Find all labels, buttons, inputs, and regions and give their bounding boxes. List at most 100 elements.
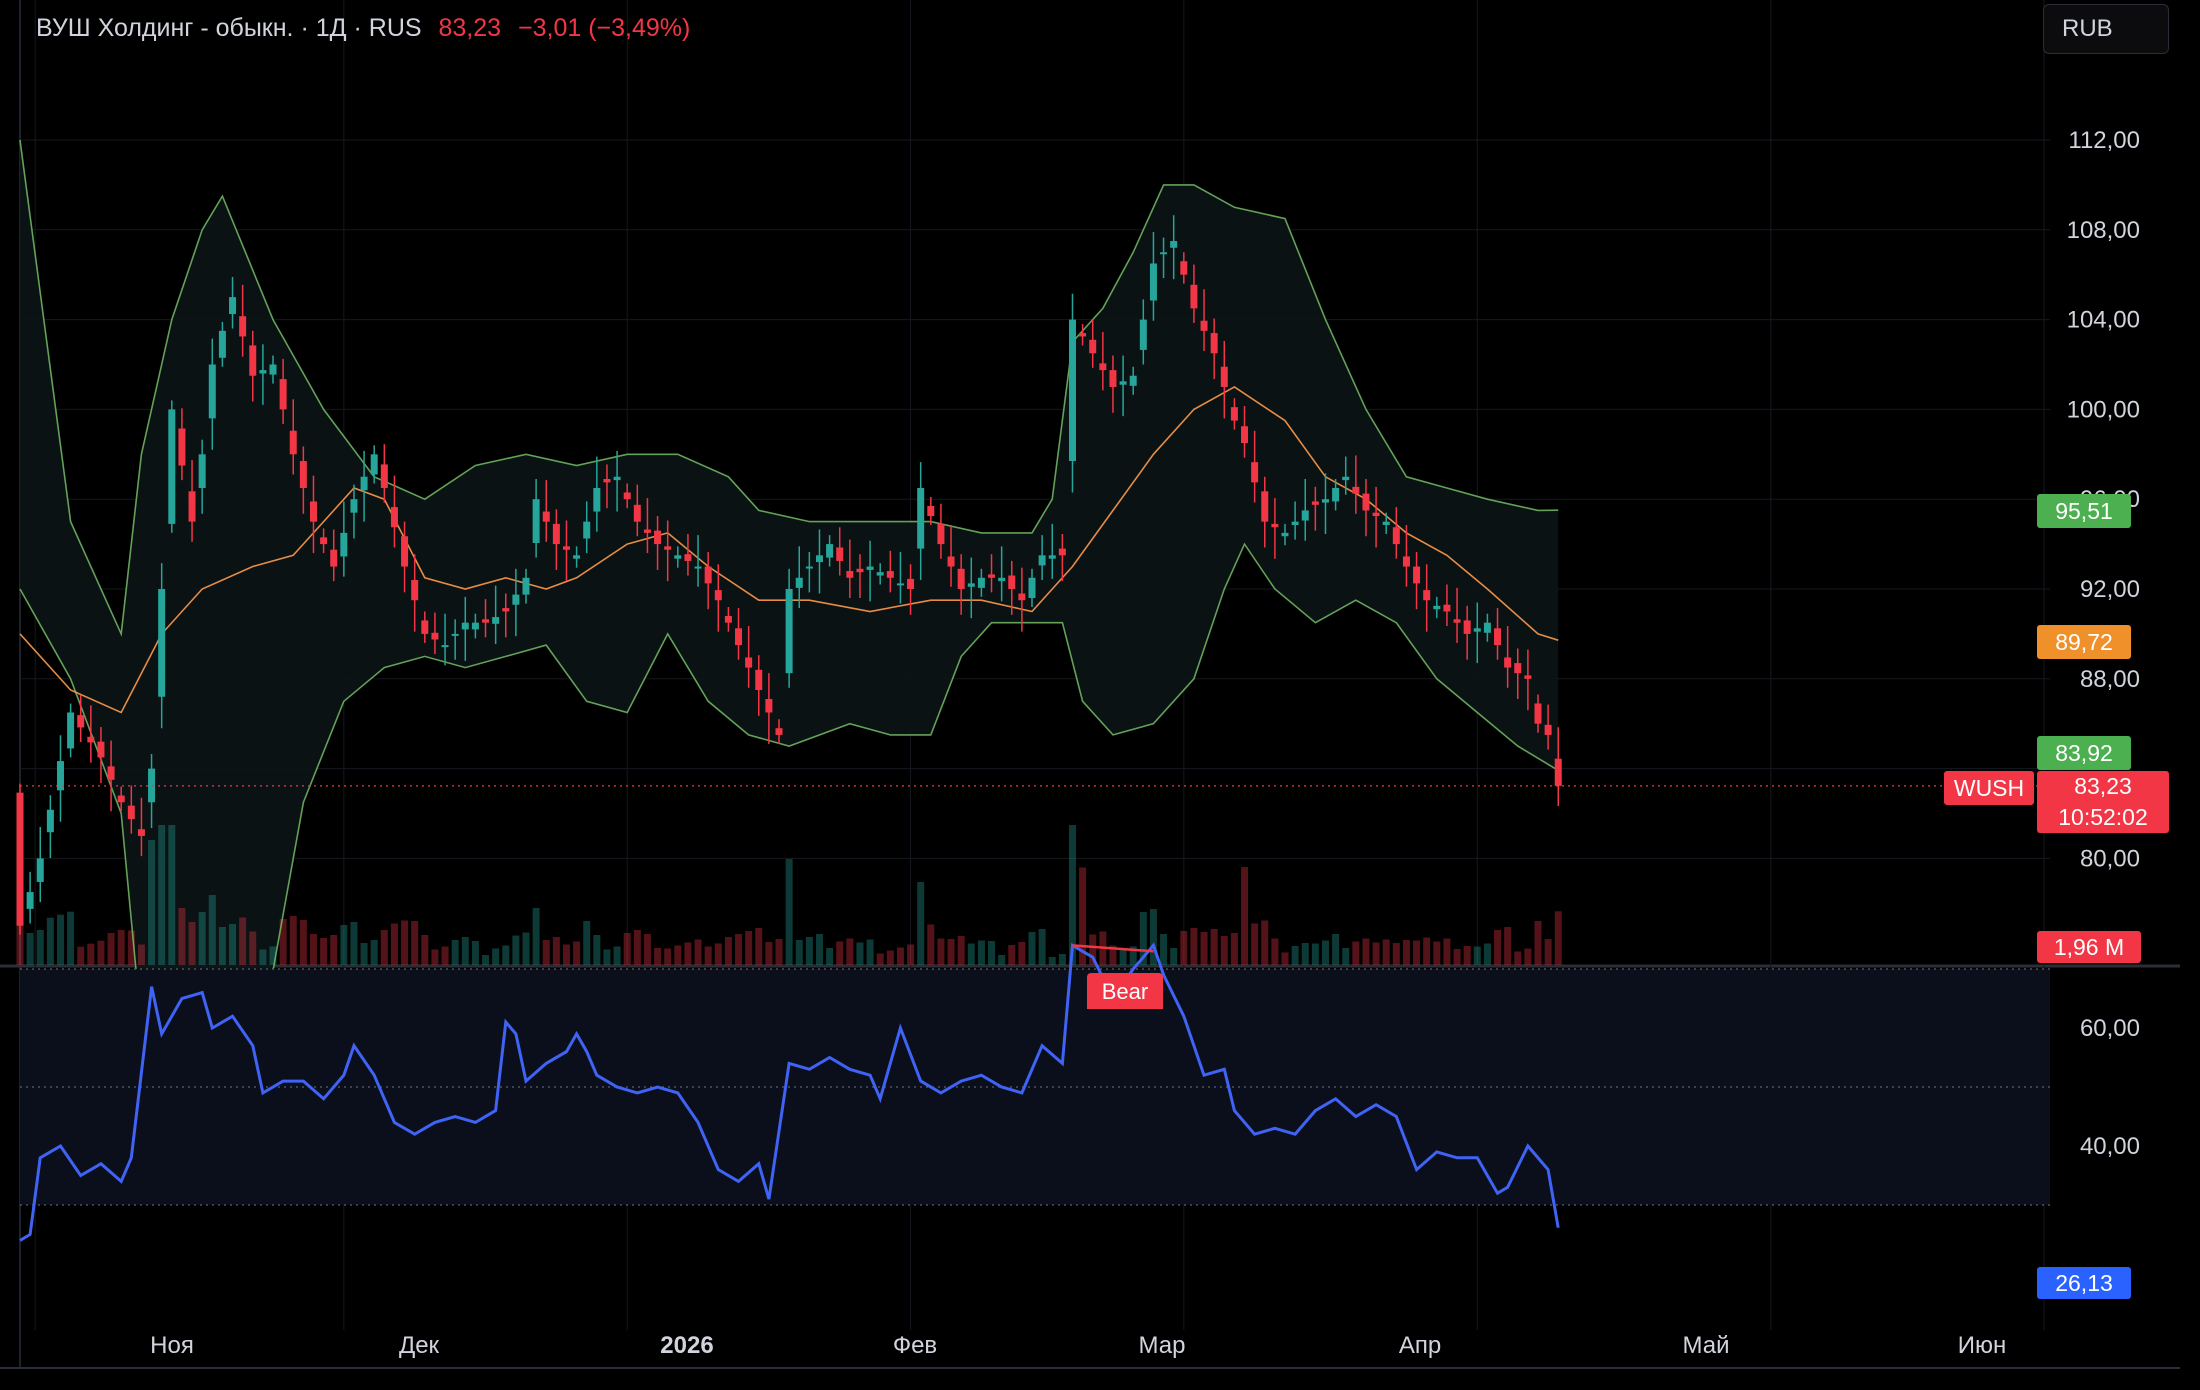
volume-bar <box>846 938 854 965</box>
volume-bar <box>1301 943 1309 965</box>
candle-body <box>1423 590 1431 601</box>
volume-bar <box>1180 931 1188 965</box>
time-axis-label: Дек <box>399 1332 440 1359</box>
candle-body <box>623 492 631 500</box>
volume-bar <box>188 922 196 965</box>
volume-bar <box>613 946 621 965</box>
rsi-value-tag: 26,13 <box>2037 1267 2131 1299</box>
volume-bar <box>947 939 955 965</box>
candle-body <box>1230 407 1238 421</box>
volume-bar <box>896 947 904 965</box>
candle-body <box>664 546 672 550</box>
candle-body <box>1261 491 1269 522</box>
candle-body <box>1362 493 1370 511</box>
volume-bar <box>552 937 560 965</box>
candle-body <box>1352 486 1360 494</box>
volume-bar <box>562 944 570 965</box>
volume-bar <box>1200 932 1208 965</box>
candle-body <box>431 632 439 640</box>
volume-bar <box>1109 945 1117 965</box>
candle-body <box>562 546 570 550</box>
candle-body <box>1068 319 1076 462</box>
candle-body <box>917 487 925 549</box>
candle-body <box>977 577 985 588</box>
volume-bar <box>340 925 348 965</box>
volume-bar <box>1494 930 1502 965</box>
volume-bar <box>623 933 631 965</box>
volume-bar <box>1473 946 1481 965</box>
candle-body <box>492 617 500 624</box>
candle-body <box>168 409 176 524</box>
candle-body <box>178 428 186 466</box>
volume-bar <box>1453 949 1461 965</box>
candle-body <box>1554 758 1562 786</box>
volume-bar <box>461 937 469 965</box>
candle-body <box>927 505 935 517</box>
volume-bar <box>704 946 712 965</box>
volume-bar <box>36 930 44 965</box>
volume-bar <box>805 937 813 965</box>
volume-bar <box>218 927 226 965</box>
volume-bar <box>1190 928 1198 965</box>
candle-body <box>866 566 874 570</box>
volume-bar <box>137 944 145 965</box>
bb-upper-line <box>19 139 1559 637</box>
volume-bar <box>836 941 844 965</box>
volume-bar <box>1048 957 1056 965</box>
candle-body <box>998 577 1006 582</box>
price-tick-label: 108,00 <box>2067 217 2140 244</box>
volume-bar <box>907 944 915 965</box>
candle-body <box>198 454 206 488</box>
candle-body <box>1443 604 1451 612</box>
volume-bar <box>1524 948 1532 965</box>
volume-bar <box>815 934 823 965</box>
volume-bar <box>320 938 328 965</box>
candle-body <box>370 454 378 475</box>
last-price-tag: 83,23 10:52:02 <box>2037 771 2169 833</box>
volume-bar <box>360 943 368 965</box>
candle-body <box>1139 319 1147 350</box>
volume-bar <box>107 933 115 965</box>
volume-bar <box>178 908 186 965</box>
price-tick-label: 88,00 <box>2080 666 2140 693</box>
volume-bar <box>633 930 641 965</box>
symbol-legend: ВУШ Холдинг - обыкн. · 1Д · RUS 83,23 −3… <box>36 14 690 43</box>
candle-body <box>643 529 651 533</box>
currency-button[interactable]: RUB <box>2043 4 2169 54</box>
price-tick-label: 112,00 <box>2068 127 2140 154</box>
volume-bar <box>745 931 753 965</box>
volume-bar <box>714 943 722 965</box>
bb-lower-line <box>19 542 1559 1085</box>
time-axis-label: Апр <box>1399 1332 1441 1359</box>
volume-bar <box>158 825 166 965</box>
candle-body <box>785 589 793 674</box>
candle-body <box>1089 339 1097 354</box>
candle-body <box>1109 370 1117 387</box>
volume-bar <box>269 946 277 965</box>
candle-body <box>97 741 105 758</box>
volume-bar <box>492 948 500 965</box>
candle-body <box>188 491 196 522</box>
volume-bar <box>1362 938 1370 965</box>
volume-bar <box>542 940 550 965</box>
volume-bar <box>229 924 237 965</box>
volume-bar <box>1504 927 1512 965</box>
volume-bar <box>350 922 358 965</box>
candle-body <box>380 464 388 488</box>
candle-body <box>1251 462 1259 483</box>
bar-countdown: 10:52:02 <box>2058 804 2148 830</box>
candle-body <box>330 549 338 567</box>
volume-bar <box>1463 946 1471 965</box>
candle-body <box>421 620 429 634</box>
candle-body <box>573 555 581 559</box>
candle-body <box>755 669 763 691</box>
volume-bar <box>1554 911 1562 965</box>
time-axis-label: 2026 <box>660 1332 713 1359</box>
volume-bar <box>148 840 156 965</box>
candle-body <box>886 571 894 578</box>
volume-bar <box>1149 909 1157 965</box>
rsi-line <box>19 942 1560 1242</box>
last-price: 83,23 <box>438 14 502 42</box>
